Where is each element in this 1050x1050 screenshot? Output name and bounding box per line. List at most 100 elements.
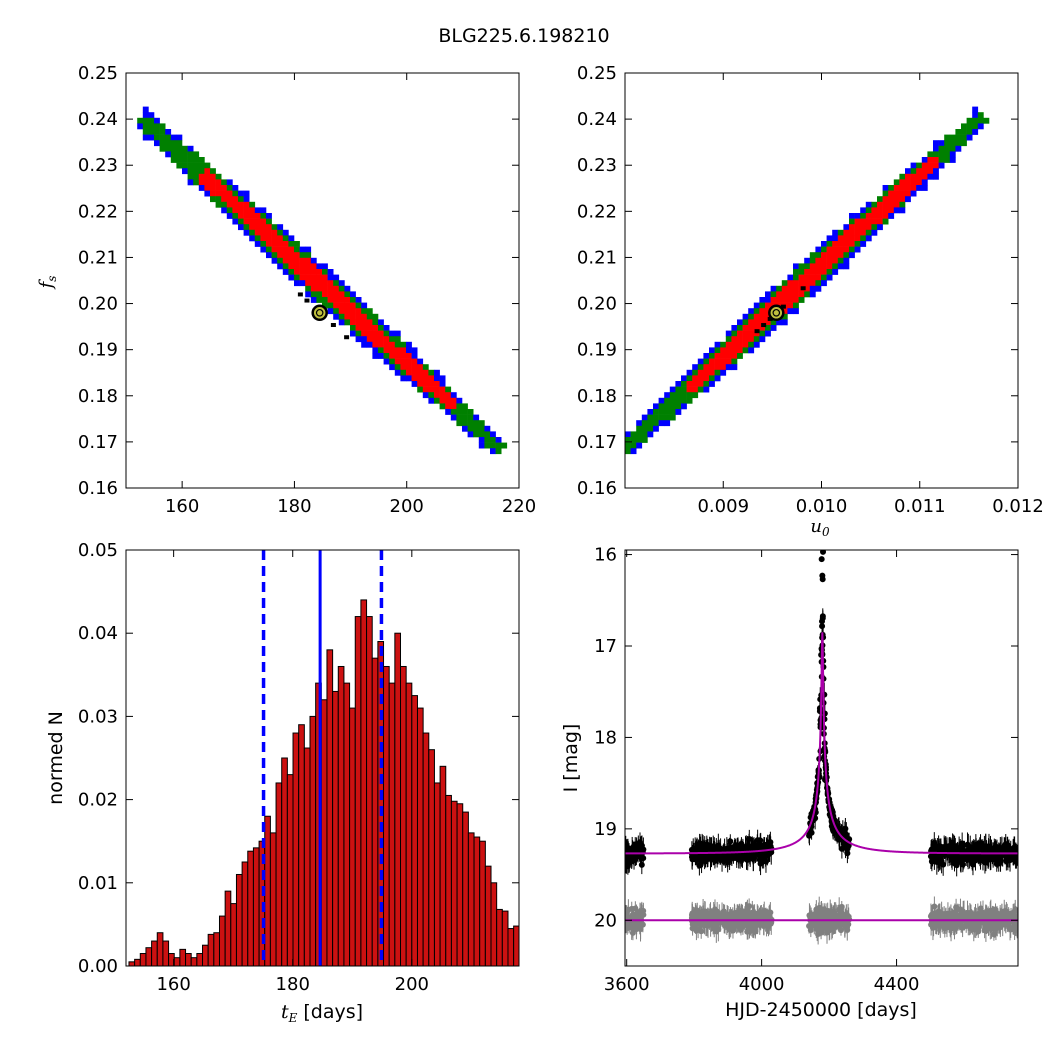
ur-cell-2sigma <box>961 123 967 130</box>
hist-bar <box>445 794 452 966</box>
lc-point <box>965 842 972 849</box>
ur-cell-1sigma <box>809 263 816 270</box>
ul-cell-2sigma <box>193 179 200 186</box>
ur-cell-1sigma <box>837 246 844 253</box>
hist-bar <box>439 765 447 966</box>
ur-cell-2sigma <box>753 308 760 315</box>
ul-cell-2sigma <box>501 442 508 449</box>
ul-cell-1sigma <box>310 263 317 270</box>
ur-cell-2sigma <box>815 252 822 259</box>
ul-cell-2sigma <box>389 336 396 343</box>
ul-ytick-label: 0.18 <box>78 386 118 407</box>
lc-point <box>934 846 941 853</box>
ur-cell-2sigma <box>949 145 956 152</box>
ur-cell-3sigma <box>972 129 979 135</box>
ul-cell-best <box>330 323 336 328</box>
ul-cell-3sigma <box>406 347 412 354</box>
ul-cell-3sigma <box>165 129 172 135</box>
ur-cell-1sigma <box>781 297 788 303</box>
ul-cell-3sigma <box>439 375 446 382</box>
ul-cell-2sigma <box>383 330 390 337</box>
ur-cell-3sigma <box>871 229 878 236</box>
lr-xlabel: HJD-2450000 [days] <box>725 999 917 1021</box>
ur-cell-3sigma <box>933 140 939 147</box>
ur-cell-1sigma <box>933 162 939 169</box>
ur-cell-1sigma <box>843 241 850 247</box>
ul-cell-1sigma <box>310 280 317 287</box>
ur-cell-1sigma <box>826 252 833 259</box>
ur-cell-2sigma <box>972 117 979 124</box>
ur-cell-3sigma <box>826 274 833 281</box>
ul-cell-3sigma <box>305 291 312 298</box>
ul-cell-1sigma <box>271 246 278 253</box>
ul-cell-1sigma <box>333 302 340 309</box>
ur-cell-1sigma <box>882 196 889 203</box>
ur-cell-1sigma <box>849 235 855 242</box>
ur-cell-3sigma <box>916 185 923 191</box>
ul-cell-1sigma <box>204 168 211 175</box>
ur-cell-3sigma <box>686 369 693 376</box>
ul-cell-3sigma <box>411 347 418 354</box>
ul-cell-1sigma <box>310 274 317 281</box>
ur-cell-3sigma <box>703 353 710 359</box>
ur-cell-1sigma <box>809 269 816 275</box>
ur-ytick-label: 0.23 <box>577 155 617 176</box>
hist-bar <box>309 715 317 966</box>
ul-cell-3sigma <box>266 252 272 259</box>
ur-cell-1sigma <box>933 157 939 163</box>
ur-cell-2sigma <box>709 375 715 382</box>
ul-cell-1sigma <box>361 313 368 320</box>
ur-cell-2sigma <box>675 397 682 404</box>
panel-ll: 160 180 200 0.00 0.01 0.02 0.03 0.04 0.05 normed… <box>45 540 520 1025</box>
ul-ytick-label: 0.20 <box>78 294 118 315</box>
ur-cell-2sigma <box>709 353 715 359</box>
hist-bar <box>343 682 351 966</box>
ur-cell-2sigma <box>933 151 939 158</box>
hist-bar <box>450 800 458 966</box>
ul-cell-2sigma <box>316 291 323 298</box>
ul-cell-1sigma <box>198 179 205 186</box>
ur-cell-2sigma <box>793 302 799 309</box>
residual-point <box>997 912 1004 919</box>
ul-cell-1sigma <box>260 235 267 242</box>
ur-cell-3sigma <box>781 319 788 326</box>
hist-bar <box>202 944 209 966</box>
ul-cell-2sigma <box>148 123 155 130</box>
ul-cell-2sigma <box>333 280 340 287</box>
ul-cell-3sigma <box>450 392 457 399</box>
ul-cell-3sigma <box>378 353 384 359</box>
ul-cell-2sigma <box>344 291 351 298</box>
hist-bar <box>252 847 260 966</box>
ul-cell-1sigma <box>406 369 412 376</box>
ul-cell-2sigma <box>249 229 256 236</box>
ur-cell-1sigma <box>877 201 883 208</box>
ul-cell-2sigma <box>344 319 351 326</box>
ur-cell-2sigma <box>641 420 648 427</box>
lc-point <box>819 623 826 630</box>
ur-cell-1sigma <box>860 229 867 236</box>
ur-cell-1sigma <box>759 313 766 320</box>
ul-cell-3sigma <box>299 246 306 253</box>
ur-cell-3sigma <box>658 397 665 404</box>
ul-cell-1sigma <box>450 397 457 404</box>
ur-cell-best <box>800 286 806 291</box>
ur-cell-3sigma <box>955 145 962 152</box>
ul-cell-1sigma <box>366 319 373 326</box>
ur-cell-3sigma <box>821 280 827 287</box>
ur-cell-3sigma <box>793 308 799 315</box>
ul-cell-2sigma <box>137 117 144 124</box>
ur-cell-2sigma <box>731 330 738 337</box>
ul-cell-3sigma <box>142 106 149 113</box>
ul-cell-3sigma <box>394 369 401 376</box>
ul-cell-2sigma <box>417 386 424 393</box>
ul-cell-3sigma <box>282 269 289 275</box>
ur-cell-3sigma <box>787 274 794 281</box>
hist-bar <box>332 690 339 966</box>
ul-cell-1sigma <box>372 341 379 348</box>
ur-cell-2sigma <box>961 140 967 147</box>
ur-cell-1sigma <box>893 196 900 203</box>
hist-bar <box>433 782 441 966</box>
ur-cell-3sigma <box>972 112 979 119</box>
ul-cell-2sigma <box>294 274 300 281</box>
ul-cell-2sigma <box>288 269 295 275</box>
